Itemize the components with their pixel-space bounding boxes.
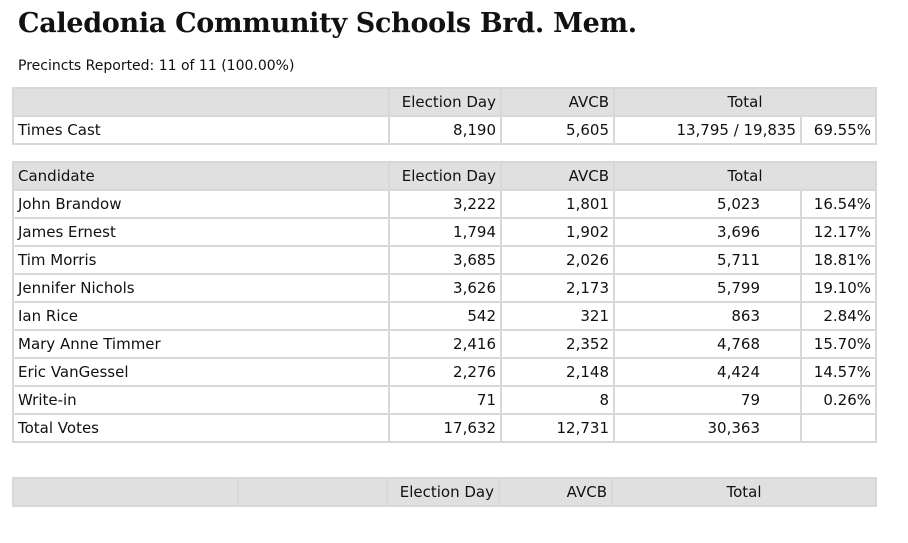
candidate-row: Jennifer Nichols 3,626 2,173 5,799 19.10%	[14, 275, 875, 301]
total-value: 30,363	[615, 415, 800, 441]
total-value: 4,424	[615, 359, 800, 385]
candidate-row: John Brandow 3,222 1,801 5,023 16.54%	[14, 191, 875, 217]
election-day-value: 3,685	[390, 247, 500, 273]
avcb-value: 321	[502, 303, 613, 329]
times-cast-table: Election Day AVCB Total Times Cast 8,190…	[12, 87, 877, 145]
footer-header-table: Election Day AVCB Total	[12, 477, 877, 507]
header-candidate: Candidate	[14, 163, 388, 189]
header-avcb: AVCB	[502, 163, 613, 189]
candidate-name: Tim Morris	[14, 247, 388, 273]
header-total: Total	[615, 89, 875, 115]
avcb-value: 2,173	[502, 275, 613, 301]
header-avcb: AVCB	[502, 89, 613, 115]
row-label: Times Cast	[14, 117, 388, 143]
header-row: Election Day AVCB Total	[14, 89, 875, 115]
candidate-name: Jennifer Nichols	[14, 275, 388, 301]
times-cast-row: Times Cast 8,190 5,605 13,795 / 19,835 6…	[14, 117, 875, 143]
avcb-value: 2,026	[502, 247, 613, 273]
total-value: 5,799	[615, 275, 800, 301]
election-day-value: 542	[390, 303, 500, 329]
election-day-value: 2,276	[390, 359, 500, 385]
total-value: 5,711	[615, 247, 800, 273]
total-votes-row: Total Votes 17,632 12,731 30,363	[14, 415, 875, 441]
candidate-row: James Ernest 1,794 1,902 3,696 12.17%	[14, 219, 875, 245]
header-blank	[239, 479, 386, 505]
election-day-value: 1,794	[390, 219, 500, 245]
avcb-value: 8	[502, 387, 613, 413]
header-total: Total	[615, 163, 875, 189]
header-election-day: Election Day	[390, 163, 500, 189]
avcb-value: 12,731	[502, 415, 613, 441]
header-avcb: AVCB	[500, 479, 611, 505]
candidate-name: Mary Anne Timmer	[14, 331, 388, 357]
candidate-name: Eric VanGessel	[14, 359, 388, 385]
page-title: Caledonia Community Schools Brd. Mem.	[18, 8, 637, 39]
candidate-name: James Ernest	[14, 219, 388, 245]
avcb-value: 1,902	[502, 219, 613, 245]
pct-blank	[802, 415, 875, 441]
header-total: Total	[613, 479, 875, 505]
candidate-row: Write-in 71 8 79 0.26%	[14, 387, 875, 413]
pct-value: 14.57%	[802, 359, 875, 385]
candidate-row: Ian Rice 542 321 863 2.84%	[14, 303, 875, 329]
pct-value: 12.17%	[802, 219, 875, 245]
election-day-value: 3,626	[390, 275, 500, 301]
header-blank	[14, 89, 388, 115]
avcb-value: 2,352	[502, 331, 613, 357]
avcb-value: 5,605	[502, 117, 613, 143]
candidate-name: John Brandow	[14, 191, 388, 217]
election-day-value: 71	[390, 387, 500, 413]
precincts-reported: Precincts Reported: 11 of 11 (100.00%)	[18, 58, 295, 74]
pct-value: 2.84%	[802, 303, 875, 329]
pct-value: 69.55%	[802, 117, 875, 143]
total-value: 79	[615, 387, 800, 413]
header-blank	[14, 479, 237, 505]
candidate-results-table: Candidate Election Day AVCB Total John B…	[12, 161, 877, 443]
election-day-value: 3,222	[390, 191, 500, 217]
total-value: 13,795 / 19,835	[615, 117, 800, 143]
total-value: 3,696	[615, 219, 800, 245]
avcb-value: 2,148	[502, 359, 613, 385]
total-value: 5,023	[615, 191, 800, 217]
pct-value: 0.26%	[802, 387, 875, 413]
candidate-row: Mary Anne Timmer 2,416 2,352 4,768 15.70%	[14, 331, 875, 357]
header-election-day: Election Day	[390, 89, 500, 115]
header-row: Candidate Election Day AVCB Total	[14, 163, 875, 189]
candidate-row: Tim Morris 3,685 2,026 5,711 18.81%	[14, 247, 875, 273]
election-day-value: 8,190	[390, 117, 500, 143]
pct-value: 19.10%	[802, 275, 875, 301]
pct-value: 15.70%	[802, 331, 875, 357]
avcb-value: 1,801	[502, 191, 613, 217]
candidate-name: Write-in	[14, 387, 388, 413]
election-day-value: 17,632	[390, 415, 500, 441]
candidate-row: Eric VanGessel 2,276 2,148 4,424 14.57%	[14, 359, 875, 385]
candidate-name: Ian Rice	[14, 303, 388, 329]
total-value: 863	[615, 303, 800, 329]
pct-value: 16.54%	[802, 191, 875, 217]
pct-value: 18.81%	[802, 247, 875, 273]
header-election-day: Election Day	[388, 479, 498, 505]
row-label: Total Votes	[14, 415, 388, 441]
header-row: Election Day AVCB Total	[14, 479, 875, 505]
election-day-value: 2,416	[390, 331, 500, 357]
total-value: 4,768	[615, 331, 800, 357]
